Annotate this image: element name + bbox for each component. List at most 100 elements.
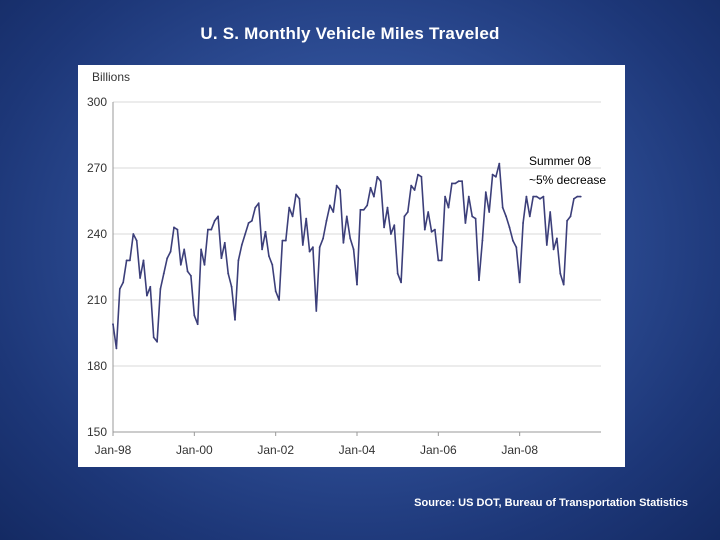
data-point bbox=[488, 211, 491, 213]
data-point bbox=[420, 175, 423, 178]
data-point bbox=[122, 281, 125, 284]
data-point bbox=[542, 195, 545, 198]
data-point bbox=[234, 318, 236, 321]
data-point bbox=[261, 248, 263, 251]
data-point bbox=[434, 228, 436, 231]
data-point bbox=[268, 255, 270, 257]
data-point bbox=[417, 173, 419, 176]
data-point bbox=[525, 195, 528, 198]
data-point bbox=[152, 336, 155, 339]
data-point bbox=[410, 184, 413, 187]
data-point bbox=[403, 215, 406, 218]
data-point bbox=[146, 294, 148, 297]
y-tick-label: 300 bbox=[87, 95, 107, 109]
data-point bbox=[579, 195, 582, 198]
data-point bbox=[345, 215, 348, 218]
data-point bbox=[217, 215, 220, 218]
data-point bbox=[173, 226, 175, 229]
data-point bbox=[291, 215, 294, 218]
data-point bbox=[125, 259, 128, 262]
data-point bbox=[156, 340, 158, 343]
data-point bbox=[362, 208, 365, 211]
data-point bbox=[464, 222, 467, 224]
data-point bbox=[573, 197, 575, 200]
data-point bbox=[444, 195, 446, 198]
data-point bbox=[535, 195, 538, 198]
data-point bbox=[498, 162, 501, 165]
y-tick-label: 180 bbox=[87, 359, 107, 373]
data-point bbox=[352, 248, 355, 251]
y-tick-label: 210 bbox=[87, 293, 107, 307]
annotation-line-2: ~5% decrease bbox=[529, 173, 606, 187]
data-point bbox=[532, 195, 535, 198]
data-point bbox=[213, 219, 216, 222]
data-point bbox=[318, 246, 321, 249]
data-point bbox=[227, 272, 230, 275]
data-point bbox=[325, 219, 328, 222]
data-point bbox=[284, 239, 287, 242]
data-point bbox=[491, 173, 494, 176]
data-point bbox=[166, 257, 169, 260]
data-point bbox=[474, 217, 477, 220]
data-point bbox=[190, 274, 192, 277]
data-points bbox=[112, 162, 582, 350]
data-point bbox=[559, 272, 562, 275]
data-point bbox=[207, 228, 209, 231]
data-point bbox=[271, 263, 274, 266]
data-point bbox=[135, 239, 138, 242]
data-point bbox=[281, 239, 284, 242]
data-point bbox=[247, 222, 250, 224]
data-point bbox=[193, 314, 196, 317]
data-point bbox=[556, 237, 558, 240]
data-point bbox=[379, 180, 382, 183]
x-tick-label: Jan-00 bbox=[176, 443, 213, 457]
data-point bbox=[132, 233, 135, 235]
data-point bbox=[437, 259, 440, 262]
data-point bbox=[305, 217, 308, 220]
data-point bbox=[244, 233, 247, 235]
data-point bbox=[149, 285, 152, 288]
data-point bbox=[413, 189, 416, 191]
data-point bbox=[390, 233, 392, 235]
data-point bbox=[129, 259, 131, 262]
data-point bbox=[251, 219, 253, 222]
data-point bbox=[528, 215, 531, 218]
data-point bbox=[240, 244, 243, 246]
data-point bbox=[339, 189, 341, 191]
data-point bbox=[159, 288, 162, 290]
data-point bbox=[298, 197, 301, 200]
data-point bbox=[451, 182, 453, 185]
data-point bbox=[481, 239, 484, 242]
data-point bbox=[515, 246, 518, 249]
y-axis-label: Billions bbox=[92, 70, 130, 84]
data-point bbox=[467, 195, 470, 198]
data-point bbox=[179, 263, 182, 266]
data-point bbox=[478, 279, 480, 282]
data-point bbox=[471, 215, 474, 218]
data-point bbox=[115, 347, 118, 350]
data-point bbox=[562, 283, 565, 286]
source-note: Source: US DOT, Bureau of Transportation… bbox=[414, 497, 688, 509]
data-point bbox=[539, 197, 541, 200]
data-point bbox=[200, 248, 202, 251]
data-point bbox=[522, 222, 524, 224]
data-point bbox=[366, 204, 369, 207]
data-point bbox=[230, 285, 233, 288]
annotation-line-1: Summer 08 bbox=[529, 154, 591, 168]
data-point bbox=[312, 246, 314, 249]
data-point bbox=[295, 193, 297, 196]
data-point bbox=[257, 202, 260, 205]
data-point bbox=[237, 259, 240, 262]
data-point bbox=[220, 257, 223, 260]
data-point bbox=[454, 182, 457, 185]
y-tick-labels: 300 270 240 210 180 150 bbox=[87, 95, 107, 439]
data-point bbox=[186, 270, 189, 273]
x-tick-label: Jan-04 bbox=[339, 443, 376, 457]
data-point bbox=[549, 211, 552, 213]
data-point bbox=[322, 237, 324, 240]
data-point bbox=[142, 259, 145, 262]
data-point bbox=[118, 288, 121, 290]
data-point bbox=[278, 299, 280, 301]
data-point bbox=[427, 211, 430, 213]
